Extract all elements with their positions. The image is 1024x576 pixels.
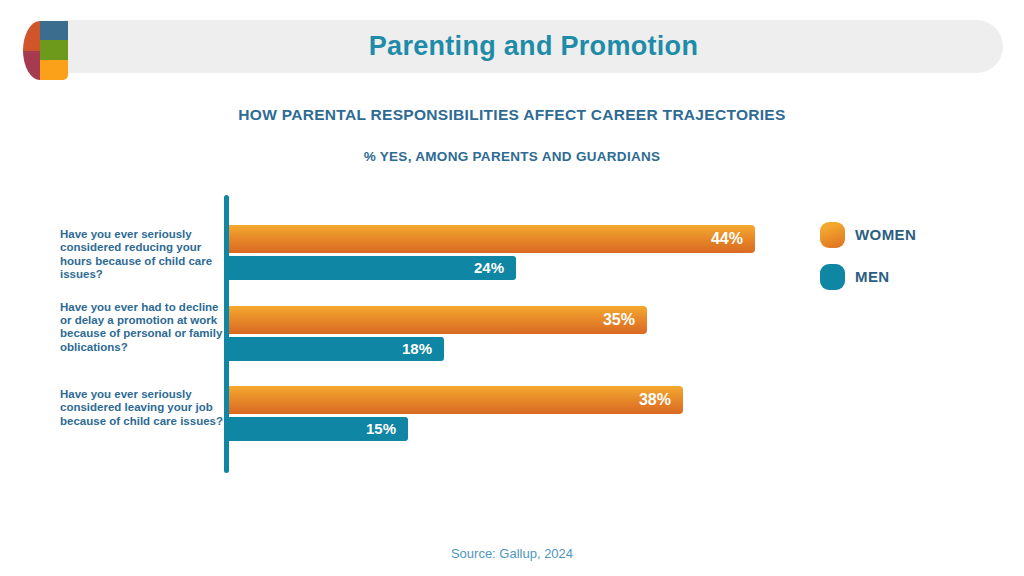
bar-men: 18% xyxy=(229,337,444,361)
logo-square-blue xyxy=(40,21,68,40)
legend-swatch-men-icon xyxy=(820,264,845,290)
category-label: Have you ever seriously considered reduc… xyxy=(60,228,228,282)
bar-men: 15% xyxy=(229,417,408,441)
chart-subtitle: % YES, AMONG PARENTS AND GUARDIANS xyxy=(0,149,1024,164)
category-label: Have you ever had to decline or delay a … xyxy=(60,301,228,355)
legend-swatch-women-icon xyxy=(820,222,845,248)
logo-disc-top xyxy=(23,21,40,51)
logo-half-disc xyxy=(23,21,40,80)
bar-women: 38% xyxy=(229,386,683,414)
legend-label-men: MEN xyxy=(855,264,890,290)
logo-square-orange xyxy=(40,60,68,80)
legend-label-women: WOMEN xyxy=(855,222,916,248)
bar-women: 35% xyxy=(229,306,647,334)
bar-women: 44% xyxy=(229,225,755,253)
source-text: Source: Gallup, 2024 xyxy=(0,546,1024,561)
category-label: Have you ever seriously considered leavi… xyxy=(60,388,228,428)
chart-title: HOW PARENTAL RESPONSIBILITIES AFFECT CAR… xyxy=(0,106,1024,124)
logo-square-green xyxy=(40,40,68,60)
logo-squares xyxy=(40,21,68,80)
bar-men: 24% xyxy=(229,256,516,280)
page-title: Parenting and Promotion xyxy=(64,20,1003,73)
brand-logo-icon xyxy=(23,21,68,80)
logo-disc-bottom xyxy=(23,51,40,81)
